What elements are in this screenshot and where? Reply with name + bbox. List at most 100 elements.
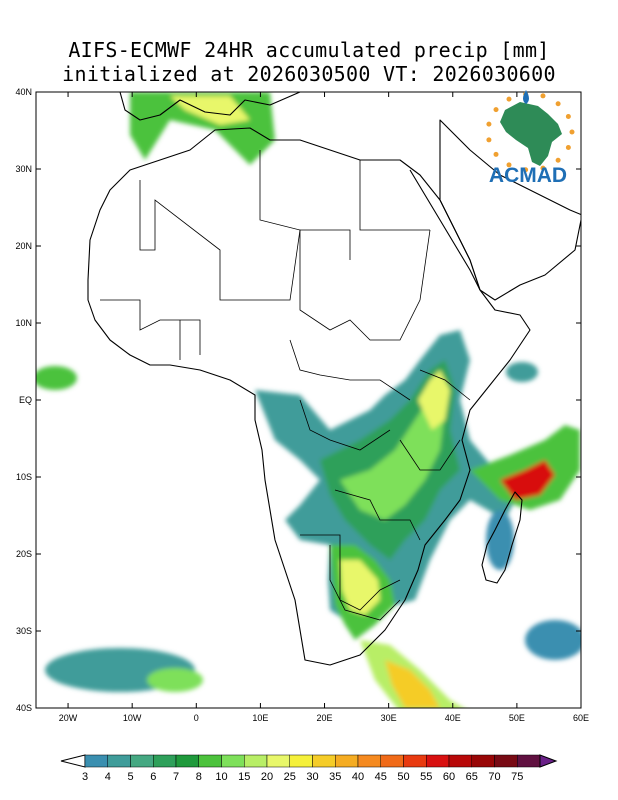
colorbar-swatch-0 (84, 754, 108, 768)
precip-region-lakes (340, 390, 445, 520)
logo-ray-dot (523, 167, 529, 173)
border-line (100, 299, 180, 331)
colorbar-swatch-10 (312, 754, 336, 768)
colorbar-label-15: 55 (420, 771, 432, 783)
precip-region-east-highlands (418, 370, 450, 430)
title-line-1: AIFS-ECMWF 24HR accumulated precip [mm] (68, 38, 550, 62)
colorbar-label-13: 45 (375, 771, 387, 783)
colorbar-label-8: 20 (261, 771, 273, 783)
colorbar-under-arrow (60, 754, 86, 768)
lat-label-5: 10S (16, 472, 32, 482)
precip-region-indian-ocean-core (500, 460, 555, 500)
logo-raindrop-icon (523, 90, 529, 104)
colorbar-swatch-8 (266, 754, 290, 768)
precip-field (36, 92, 581, 708)
border-line (259, 150, 431, 341)
lat-label-0: 40N (15, 87, 32, 97)
logo-ray-dot (493, 107, 499, 113)
precip-patch-southeast (525, 620, 581, 660)
colorbar-swatch-4 (175, 754, 199, 768)
border-line (334, 489, 421, 541)
colorbar-label-4: 7 (173, 771, 179, 783)
border-line (399, 439, 461, 471)
colorbar-swatch-13 (380, 754, 404, 768)
colorbar-label-1: 4 (105, 771, 111, 783)
precip-patch-atlantic-west (36, 366, 77, 390)
logo-ray-dot (506, 96, 512, 102)
border-line (299, 399, 391, 451)
colorbar-swatch-16 (448, 754, 472, 768)
title-line-2: initialized at 2026030500 VT: 2026030600 (62, 62, 556, 86)
border-line (419, 369, 471, 401)
lon-label-7: 50E (509, 713, 525, 723)
colorbar-swatch-17 (471, 754, 495, 768)
logo-ray-dot (540, 93, 546, 99)
border-line (329, 545, 401, 621)
logo-ray-dot (540, 165, 546, 171)
colorbar-swatch-18 (494, 754, 518, 768)
madagascar-coastline (481, 491, 523, 584)
lon-label-1: 10W (123, 713, 142, 723)
logo-sun-rays (486, 91, 575, 173)
colorbar-label-5: 8 (196, 771, 202, 783)
colorbar-swatch-1 (107, 754, 131, 768)
colorbar-over-arrow (539, 754, 558, 768)
colorbar: 3 4 5 6 7 8 10 15 20 25 30 35 40 45 50 55 60 65 70 75 (60, 754, 558, 783)
colorbar-label-17: 65 (466, 771, 478, 783)
colorbar-swatch-7 (244, 754, 268, 768)
logo-ray-dot (506, 162, 512, 168)
precip-patch-indian-east (506, 362, 538, 382)
precip-region-southern-africa-core (340, 560, 380, 615)
colorbar-swatch-6 (221, 754, 245, 768)
lat-label-8: 40S (16, 703, 32, 713)
colorbar-swatch-11 (335, 754, 359, 768)
colorbar-swatch-12 (357, 754, 381, 768)
colorbar-label-9: 25 (284, 771, 296, 783)
logo-ray-dot (493, 151, 499, 157)
colorbar-label-7: 15 (238, 771, 250, 783)
arabia-coastline (439, 119, 581, 301)
logo-ray-dot (569, 129, 575, 135)
lat-label-6: 20S (16, 549, 32, 559)
logo-ray-dot (565, 144, 571, 150)
colorbar-swatch-14 (403, 754, 427, 768)
precip-patch-atlantic-south-core (147, 668, 203, 692)
lat-label-1: 30N (15, 164, 32, 174)
colorbar-swatch-5 (198, 754, 222, 768)
colorbar-label-16: 60 (443, 771, 455, 783)
lat-label-3: 10N (15, 318, 32, 328)
europe-coastline (119, 92, 301, 121)
colorbar-swatch-3 (153, 754, 177, 768)
acmad-logo: ACMAD (486, 90, 575, 187)
lon-label-5: 30E (381, 713, 397, 723)
lat-label-7: 30S (16, 626, 32, 636)
colorbar-swatch-2 (130, 754, 154, 768)
colorbar-label-14: 50 (397, 771, 409, 783)
logo-ray-dot (555, 157, 561, 163)
africa-coastline (87, 127, 531, 666)
lat-label-2: 20N (15, 241, 32, 251)
logo-text: ACMAD (489, 164, 567, 187)
colorbar-label-3: 6 (150, 771, 156, 783)
lon-label-6: 40E (445, 713, 461, 723)
lon-label-4: 20E (317, 713, 333, 723)
lon-label-0: 20W (59, 713, 78, 723)
lon-label-2: 0 (194, 713, 199, 723)
lat-label-4: EQ (19, 395, 32, 405)
map-title: AIFS-ECMWF 24HR accumulated precip [mm] … (0, 38, 618, 86)
colorbar-label-12: 40 (352, 771, 364, 783)
logo-ray-dot (486, 121, 492, 127)
precip-patch-madagascar (486, 510, 514, 570)
lon-label-3: 10E (252, 713, 268, 723)
axis-ticks: 40N 30N 20N 10N EQ 10S 20S 30S 40S 20W 10W 0 10E 20E 3… (15, 87, 589, 723)
border-line (139, 180, 351, 301)
colorbar-swatch-9 (289, 754, 313, 768)
colorbar-label-6: 10 (215, 771, 227, 783)
red-sea-coast (409, 169, 481, 291)
colorbar-label-18: 70 (488, 771, 500, 783)
border-line (359, 160, 430, 231)
country-borders (100, 150, 471, 621)
colorbar-swatch-19 (517, 754, 541, 768)
border-line (300, 534, 401, 611)
